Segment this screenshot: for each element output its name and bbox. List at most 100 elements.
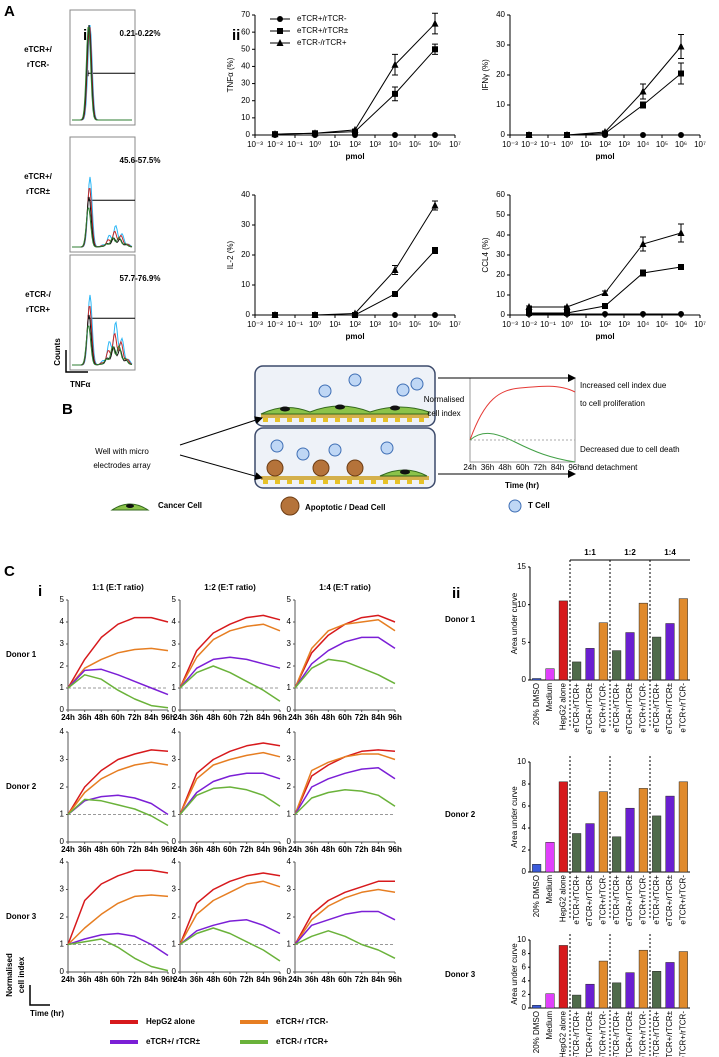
- legend-label: HepG2 alone: [146, 1017, 195, 1026]
- legend-swatch: [110, 1020, 138, 1024]
- cell-index-line: [294, 636, 396, 689]
- y-tick-label: 1: [60, 683, 65, 692]
- bar: [598, 622, 608, 681]
- x-tick-label: HepG2 alone: [558, 1010, 567, 1057]
- histogram-curve: [72, 27, 132, 121]
- x-tick-label: eTCR+/rTCR-: [678, 875, 687, 925]
- cell-index-line: [294, 910, 396, 945]
- series-line: [275, 205, 436, 316]
- y-tick-label: 8: [522, 779, 527, 788]
- row-title: Donor 3: [445, 970, 476, 979]
- electrode-strip: [261, 414, 429, 418]
- cell-index-line: [179, 751, 281, 815]
- x-tick-label: 10⁻³: [247, 320, 263, 329]
- y-tick-label: 10: [241, 280, 250, 289]
- x-tick-label: 48h: [321, 845, 335, 854]
- x-tick-label: 72h: [128, 713, 142, 722]
- y-tick-label: 4: [522, 823, 527, 832]
- x-tick-label: 10⁰: [561, 140, 573, 149]
- y-tick-label: 5: [60, 595, 65, 604]
- y-tick-label: 3: [60, 755, 65, 764]
- marker: [432, 247, 438, 254]
- histogram-curve: [72, 176, 133, 248]
- electrode: [275, 418, 280, 422]
- x-tick-label: 48h: [94, 845, 108, 854]
- y-tick-label: 0: [522, 867, 527, 876]
- x-tick-label: eTCR-/rTCR+: [572, 683, 581, 733]
- y-axis-label: IFNγ (%): [481, 59, 490, 91]
- panel-letter: B: [62, 401, 73, 418]
- y-tick-label: 0: [501, 130, 506, 139]
- marker: [677, 229, 685, 236]
- marker: [432, 312, 438, 318]
- x-tick-label: 10¹: [580, 140, 592, 149]
- dead-cell: [312, 459, 330, 477]
- cell-index-line: [179, 880, 281, 945]
- y-tick-label: 0: [287, 967, 292, 976]
- marker: [640, 132, 646, 138]
- inset-tick-label: 36h: [481, 463, 494, 472]
- x-tick-label: 96h: [273, 975, 287, 984]
- nucleus: [335, 404, 345, 410]
- x-tick-label: 72h: [355, 713, 369, 722]
- legend-t-cell: [508, 499, 522, 513]
- inset-frame: [469, 377, 576, 463]
- x-tick-label: 10⁴: [389, 140, 402, 149]
- x-tick-label: 48h: [321, 975, 335, 984]
- marker: [678, 132, 684, 138]
- marker: [392, 291, 398, 297]
- x-tick-label: 84h: [144, 975, 158, 984]
- marker: [392, 312, 398, 318]
- pointer: [179, 416, 263, 446]
- t-cell: [296, 447, 310, 461]
- x-tick-label: 10³: [618, 320, 630, 329]
- well-label: Well with micro: [95, 447, 149, 456]
- x-tick-label: 10⁰: [309, 320, 321, 329]
- y-tick-label: 4: [60, 727, 65, 736]
- t-cell: [270, 439, 284, 453]
- nucleus: [280, 406, 290, 412]
- y-tick-label: 3: [287, 639, 292, 648]
- pointer: [179, 454, 263, 480]
- x-tick-label: 24h: [173, 713, 187, 722]
- marker: [271, 130, 279, 138]
- x-tick-label: eTCR+/rTCR±: [585, 682, 594, 734]
- x-tick-label: eTCR-/rTCR+: [652, 875, 661, 925]
- x-tick-label: 24h: [288, 713, 302, 722]
- electrode: [383, 480, 388, 484]
- histogram-box: [69, 9, 136, 126]
- electrode: [419, 480, 424, 484]
- cell-index-line: [294, 888, 396, 945]
- x-tick-label: HepG2 alone: [558, 682, 567, 730]
- legend-label: Apoptotic / Dead Cell: [305, 503, 385, 512]
- x-tick-label: 72h: [240, 845, 254, 854]
- x-tick-label: 48h: [94, 975, 108, 984]
- x-tick-label: 48h: [206, 713, 220, 722]
- y-tick-label: 40: [241, 190, 250, 199]
- x-tick-label: 96h: [273, 713, 287, 722]
- bar: [652, 971, 662, 1009]
- row-title: Donor 1: [6, 650, 37, 659]
- x-tick-label: 72h: [128, 975, 142, 984]
- group-label: 1:2: [624, 548, 636, 557]
- y-tick-label: 4: [60, 617, 65, 626]
- x-axis-label: pmol: [345, 152, 364, 161]
- electrode: [335, 418, 340, 422]
- y-tick-label: 2: [172, 661, 177, 670]
- y-tick-label: 0: [246, 310, 251, 319]
- y-tick-label: 3: [60, 639, 65, 648]
- row-label: rTCR+: [26, 305, 51, 314]
- y-tick-label: 10: [517, 757, 526, 766]
- y-axis-label: Area under curve: [510, 786, 519, 848]
- y-tick-label: 40: [496, 10, 505, 19]
- x-tick-label: eTCR-/rTCR+: [612, 683, 621, 733]
- subpanel-label: i: [83, 27, 87, 44]
- histogram-curve: [72, 27, 132, 121]
- legend-marker: [277, 28, 283, 34]
- x-tick-label: 96h: [388, 975, 402, 984]
- cell-index-line: [67, 647, 169, 689]
- y-tick-label: 2: [60, 782, 65, 791]
- x-tick-label: 20% DMSO: [532, 1011, 541, 1053]
- x-tick-label: 84h: [371, 845, 385, 854]
